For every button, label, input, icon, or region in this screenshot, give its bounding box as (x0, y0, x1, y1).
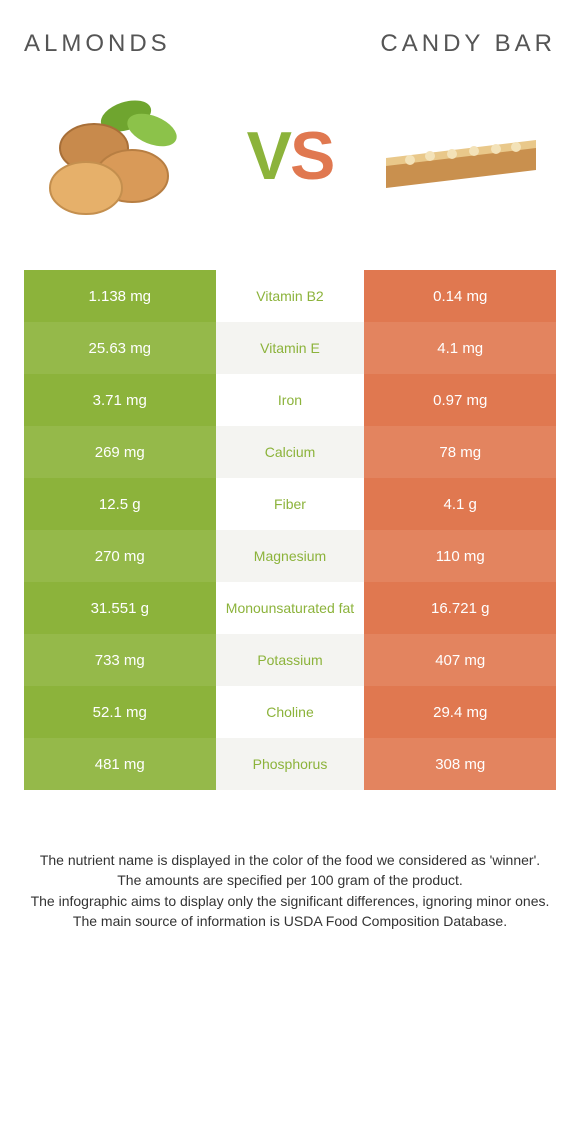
table-row: 3.71 mgIron0.97 mg (24, 374, 556, 426)
left-value: 1.138 mg (24, 270, 216, 322)
hero-row: VS (24, 96, 556, 216)
left-value: 481 mg (24, 738, 216, 790)
footer-line: The nutrient name is displayed in the co… (30, 850, 550, 870)
nutrient-name: Fiber (216, 478, 365, 530)
footer-line: The amounts are specified per 100 gram o… (30, 870, 550, 890)
left-value: 12.5 g (24, 478, 216, 530)
vs-label: VS (247, 122, 334, 190)
right-value: 110 mg (364, 530, 556, 582)
right-value: 0.14 mg (364, 270, 556, 322)
table-row: 481 mgPhosphorus308 mg (24, 738, 556, 790)
comparison-table: 1.138 mgVitamin B20.14 mg25.63 mgVitamin… (24, 270, 556, 790)
right-value: 4.1 g (364, 478, 556, 530)
right-value: 29.4 mg (364, 686, 556, 738)
vs-v: V (247, 118, 290, 194)
table-row: 52.1 mgCholine29.4 mg (24, 686, 556, 738)
right-value: 16.721 g (364, 582, 556, 634)
nutrient-name: Iron (216, 374, 365, 426)
table-row: 12.5 gFiber4.1 g (24, 478, 556, 530)
right-value: 0.97 mg (364, 374, 556, 426)
titles-row: ALMONDS CANDY BAR (24, 30, 556, 58)
nutrient-name: Monounsaturated fat (216, 582, 365, 634)
table-row: 25.63 mgVitamin E4.1 mg (24, 322, 556, 374)
table-row: 1.138 mgVitamin B20.14 mg (24, 270, 556, 322)
left-value: 270 mg (24, 530, 216, 582)
title-right: CANDY BAR (380, 30, 556, 58)
footer-line: The infographic aims to display only the… (30, 891, 550, 911)
nutrient-name: Magnesium (216, 530, 365, 582)
left-value: 269 mg (24, 426, 216, 478)
left-value: 25.63 mg (24, 322, 216, 374)
right-value: 78 mg (364, 426, 556, 478)
nutrient-name: Potassium (216, 634, 365, 686)
left-value: 52.1 mg (24, 686, 216, 738)
vs-s: S (290, 118, 333, 194)
table-row: 733 mgPotassium407 mg (24, 634, 556, 686)
nutrient-name: Choline (216, 686, 365, 738)
footer-line: The main source of information is USDA F… (30, 911, 550, 931)
nutrient-name: Calcium (216, 426, 365, 478)
nutrient-name: Phosphorus (216, 738, 365, 790)
almonds-image (34, 96, 204, 216)
left-value: 3.71 mg (24, 374, 216, 426)
right-value: 308 mg (364, 738, 556, 790)
footer-notes: The nutrient name is displayed in the co… (24, 850, 556, 931)
left-value: 31.551 g (24, 582, 216, 634)
right-value: 4.1 mg (364, 322, 556, 374)
title-left: ALMONDS (24, 30, 171, 58)
infographic-page: ALMONDS CANDY BAR VS (0, 0, 580, 955)
table-row: 270 mgMagnesium110 mg (24, 530, 556, 582)
table-row: 269 mgCalcium78 mg (24, 426, 556, 478)
table-row: 31.551 gMonounsaturated fat16.721 g (24, 582, 556, 634)
right-value: 407 mg (364, 634, 556, 686)
nutrient-name: Vitamin B2 (216, 270, 365, 322)
left-value: 733 mg (24, 634, 216, 686)
candy-bar-image (376, 96, 546, 216)
nutrient-name: Vitamin E (216, 322, 365, 374)
